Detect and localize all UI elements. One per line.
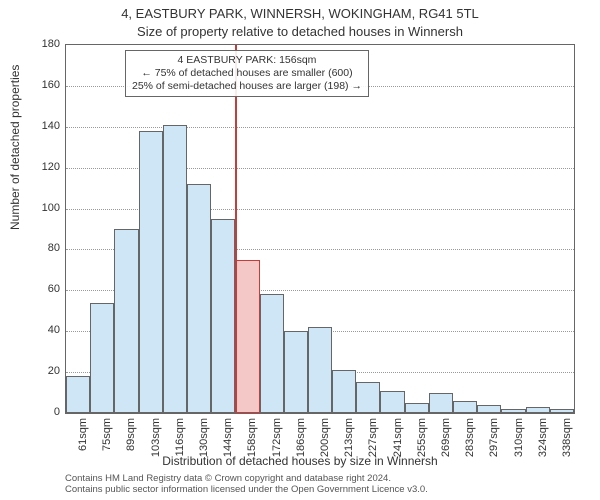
footer-attribution: Contains HM Land Registry data © Crown c… <box>65 474 575 496</box>
histogram-bar <box>66 376 90 413</box>
x-tick-label: 116sqm <box>174 418 186 468</box>
reference-line <box>235 45 237 413</box>
histogram-bar <box>356 382 380 413</box>
histogram-bar <box>380 391 404 413</box>
y-tick-label: 60 <box>30 283 60 295</box>
histogram-bar <box>90 303 114 413</box>
histogram-bar <box>308 327 332 413</box>
x-tick-label: 241sqm <box>392 418 404 468</box>
x-tick-label: 283sqm <box>464 418 476 468</box>
annotation-line: ← 75% of detached houses are smaller (60… <box>132 67 362 80</box>
histogram-bar <box>550 409 574 413</box>
histogram-bar <box>526 407 550 413</box>
histogram-bar <box>163 125 187 413</box>
y-tick-label: 180 <box>30 38 60 50</box>
histogram-bar <box>187 184 211 413</box>
histogram-bar <box>332 370 356 413</box>
y-tick-label: 80 <box>30 242 60 254</box>
x-tick-label: 338sqm <box>561 418 573 468</box>
x-tick-label: 61sqm <box>77 418 89 468</box>
histogram-bar <box>284 331 308 413</box>
y-tick-label: 120 <box>30 161 60 173</box>
x-tick-label: 200sqm <box>319 418 331 468</box>
annotation-box: 4 EASTBURY PARK: 156sqm← 75% of detached… <box>125 50 369 97</box>
x-tick-label: 89sqm <box>125 418 137 468</box>
x-tick-label: 172sqm <box>271 418 283 468</box>
histogram-bar <box>260 294 284 413</box>
chart-container: 4, EASTBURY PARK, WINNERSH, WOKINGHAM, R… <box>0 0 600 500</box>
x-tick-label: 227sqm <box>367 418 379 468</box>
x-tick-label: 255sqm <box>416 418 428 468</box>
x-tick-label: 158sqm <box>246 418 258 468</box>
y-axis-label: Number of detached properties <box>8 65 22 230</box>
histogram-bar <box>139 131 163 413</box>
y-tick-label: 140 <box>30 120 60 132</box>
footer-line-2: Contains public sector information licen… <box>65 485 575 496</box>
y-tick-label: 20 <box>30 365 60 377</box>
chart-title-sub: Size of property relative to detached ho… <box>0 24 600 39</box>
x-tick-label: 144sqm <box>222 418 234 468</box>
y-tick-label: 160 <box>30 79 60 91</box>
x-tick-label: 324sqm <box>537 418 549 468</box>
gridline <box>66 127 574 128</box>
chart-title-address: 4, EASTBURY PARK, WINNERSH, WOKINGHAM, R… <box>0 6 600 21</box>
x-tick-label: 297sqm <box>488 418 500 468</box>
histogram-bar <box>114 229 138 413</box>
histogram-bar <box>477 405 501 413</box>
x-tick-label: 75sqm <box>101 418 113 468</box>
x-tick-label: 103sqm <box>150 418 162 468</box>
annotation-line: 4 EASTBURY PARK: 156sqm <box>132 54 362 67</box>
x-tick-label: 130sqm <box>198 418 210 468</box>
y-tick-label: 100 <box>30 202 60 214</box>
histogram-bar <box>453 401 477 413</box>
y-tick-label: 40 <box>30 324 60 336</box>
x-tick-label: 310sqm <box>513 418 525 468</box>
x-tick-label: 186sqm <box>295 418 307 468</box>
histogram-bar <box>501 409 525 413</box>
x-tick-label: 269sqm <box>440 418 452 468</box>
y-tick-label: 0 <box>30 406 60 418</box>
annotation-line: 25% of semi-detached houses are larger (… <box>132 80 362 93</box>
histogram-bar <box>211 219 235 413</box>
histogram-bar <box>405 403 429 413</box>
histogram-bar <box>235 260 259 413</box>
x-tick-label: 213sqm <box>343 418 355 468</box>
histogram-bar <box>429 393 453 413</box>
plot-area <box>65 44 575 414</box>
